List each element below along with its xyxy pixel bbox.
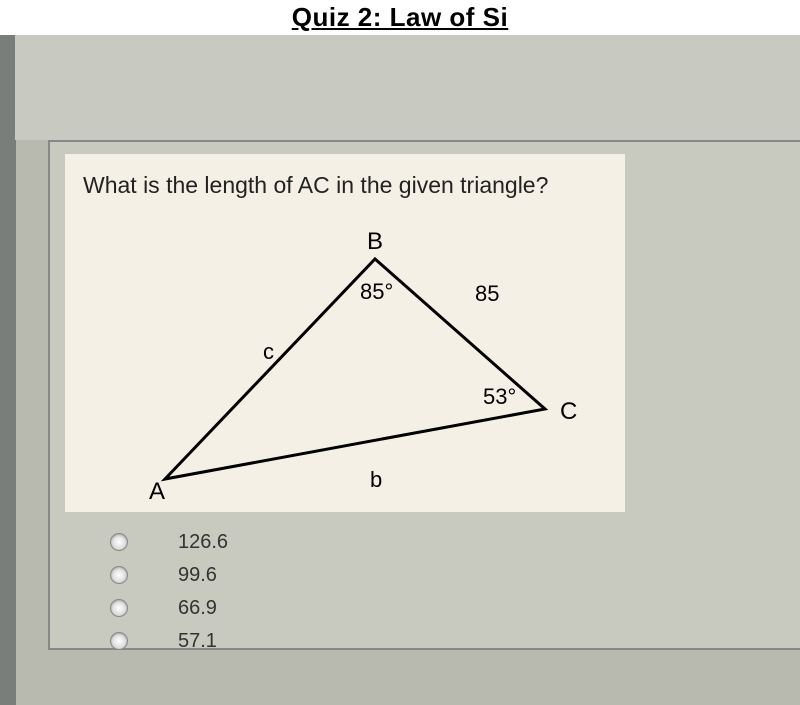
radio-icon[interactable] [110, 566, 128, 584]
header-gap [15, 35, 800, 140]
radio-icon[interactable] [110, 632, 128, 650]
angle-b-label: 85° [360, 279, 393, 304]
radio-icon[interactable] [110, 599, 128, 617]
option-row[interactable]: 66.9 [110, 593, 228, 623]
side-b-label: b [370, 467, 382, 492]
vertex-a-label: A [149, 478, 165, 505]
angle-c-label: 53° [483, 384, 516, 409]
option-label: 126.6 [178, 531, 228, 554]
header-bar: Quiz 2: Law of Si [0, 0, 800, 35]
quiz-title: Quiz 2: Law of Si [292, 2, 509, 32]
question-content: What is the length of AC in the given tr… [65, 154, 625, 512]
option-row[interactable]: 99.6 [110, 560, 228, 590]
triangle-diagram: A B C 85° 53° c b 85 [145, 229, 595, 509]
option-row[interactable]: 57.1 [110, 626, 228, 656]
app-background: Quiz 2: Law of Si What is the length of … [0, 0, 800, 705]
side-c-label: c [263, 339, 274, 364]
side-a-label: 85 [475, 281, 499, 306]
option-label: 66.9 [178, 597, 217, 620]
vertex-b-label: B [367, 229, 383, 255]
vertex-c-label: C [560, 398, 577, 425]
option-row[interactable]: 126.6 [110, 527, 228, 557]
option-label: 99.6 [178, 564, 217, 587]
option-label: 57.1 [178, 630, 217, 653]
radio-icon[interactable] [110, 533, 128, 551]
answer-options: 126.6 99.6 66.9 57.1 [110, 527, 228, 659]
question-panel: What is the length of AC in the given tr… [48, 140, 800, 650]
question-prompt: What is the length of AC in the given tr… [83, 172, 548, 199]
